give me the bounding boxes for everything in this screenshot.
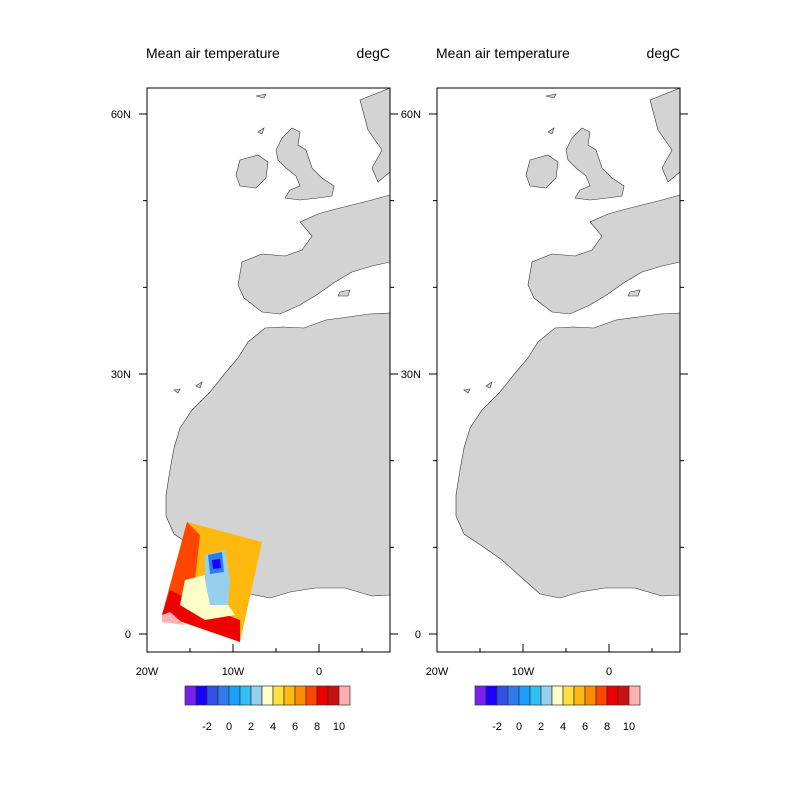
colorbar-label: -2 (202, 721, 212, 733)
lat-tick-label: 0 (415, 629, 421, 641)
colorbar: -2 0 2 4 6 8 10 (474, 685, 641, 733)
plot-frame (146, 87, 391, 653)
colorbar-box (584, 685, 597, 706)
land-mass (455, 88, 680, 599)
colorbar-box (529, 685, 542, 706)
field-base (790, 108, 800, 210)
lon-tick-label: 0 (606, 666, 612, 678)
colorbar-box (239, 685, 252, 706)
colorbar-label: 10 (333, 721, 345, 733)
colorbar-box (250, 685, 263, 706)
land-layer (165, 88, 390, 599)
lon-tick-label: 0 (316, 666, 322, 678)
colorbar-label: 10 (623, 721, 635, 733)
colorbar-box (485, 685, 498, 706)
plot-frame (436, 87, 681, 653)
temperature-field (790, 108, 800, 210)
colorbar: -2 0 2 4 6 8 10 (184, 685, 351, 733)
colorbar-label: -2 (492, 721, 502, 733)
colorbar-box (217, 685, 230, 706)
lat-tick-label: 60N (111, 109, 131, 121)
colorbar-box (316, 685, 329, 706)
lat-tick-label: 0 (125, 629, 131, 641)
colorbar-box (474, 685, 487, 706)
colorbar-box (496, 685, 509, 706)
lon-tick-label: 10W (512, 666, 535, 678)
colorbar-box (540, 685, 553, 706)
colorbar-box (595, 685, 608, 706)
colorbar-box (283, 685, 296, 706)
colorbar-box (338, 685, 351, 706)
field-warm-west (790, 108, 800, 210)
colorbar-box (261, 685, 274, 706)
colorbar-label: 0 (226, 721, 232, 733)
colorbar-box (294, 685, 307, 706)
lat-tick-label: 30N (401, 369, 421, 381)
land-mass (165, 88, 390, 599)
colorbar-box (507, 685, 520, 706)
colorbar-label: 0 (516, 721, 522, 733)
lon-tick-label: 20W (426, 666, 449, 678)
lat-tick-label: 60N (401, 109, 421, 121)
colorbar-box (573, 685, 586, 706)
colorbar-box (551, 685, 564, 706)
colorbar-box (305, 685, 318, 706)
lon-tick-label: 10W (222, 666, 245, 678)
panel-units: degC (357, 45, 390, 61)
colorbar-box (272, 685, 285, 706)
colorbar-box (327, 685, 340, 706)
colorbar-label: 8 (314, 721, 320, 733)
colorbar-label: 8 (604, 721, 610, 733)
colorbar-box (628, 685, 641, 706)
field-mild (180, 575, 235, 620)
colorbar-label: 4 (270, 721, 276, 733)
colorbar-label: 2 (538, 721, 544, 733)
colorbar-box (195, 685, 208, 706)
panel-units: degC (647, 45, 680, 61)
field-coldest (212, 559, 221, 569)
colorbar-box (562, 685, 575, 706)
lat-tick-label: 30N (111, 369, 131, 381)
temperature-field (162, 522, 262, 642)
colorbar-label: 6 (292, 721, 298, 733)
colorbar-box (606, 685, 619, 706)
land-layer (455, 88, 680, 599)
panel-title: Mean air temperature (436, 45, 570, 61)
colorbar-label: 4 (560, 721, 566, 733)
panel-title: Mean air temperature (146, 45, 280, 61)
colorbar-box (228, 685, 241, 706)
colorbar-box (518, 685, 531, 706)
colorbar-label: 2 (248, 721, 254, 733)
lon-tick-label: 20W (136, 666, 159, 678)
colorbar-box (617, 685, 630, 706)
colorbar-box (206, 685, 219, 706)
colorbar-label: 6 (582, 721, 588, 733)
field-hot-corner (162, 612, 185, 625)
colorbar-box (184, 685, 197, 706)
